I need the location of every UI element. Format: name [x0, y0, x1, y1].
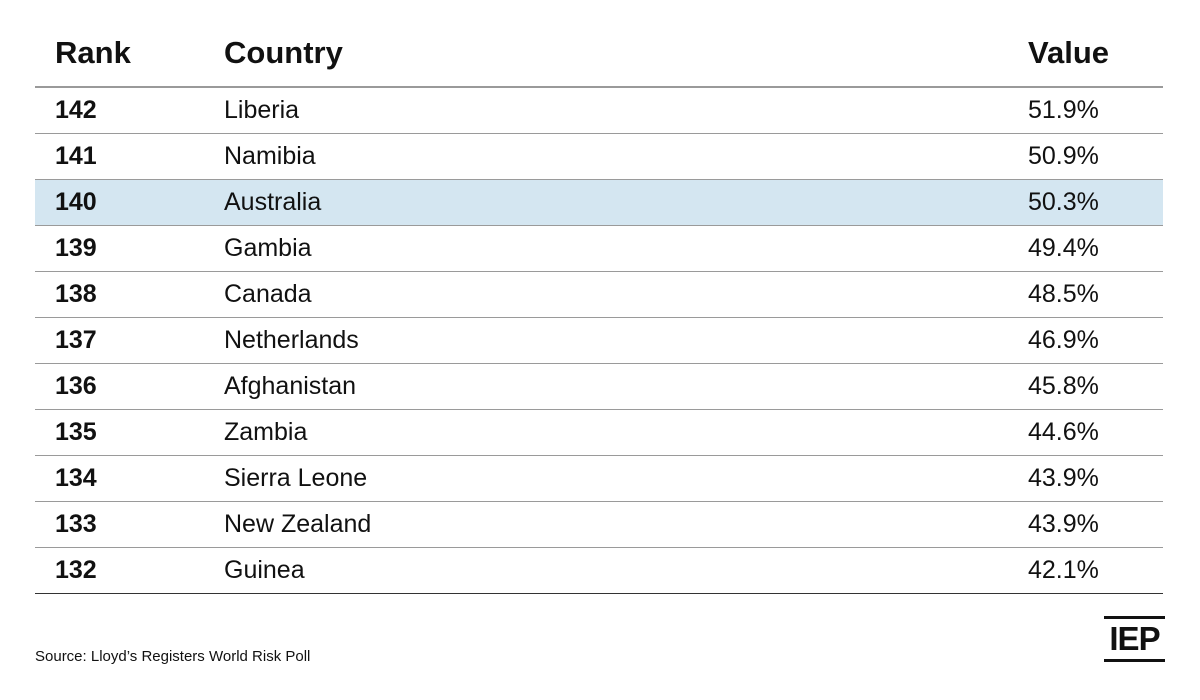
country-cell: New Zealand — [224, 510, 372, 538]
source: Source: Lloyd’s Registers World Risk Pol… — [35, 648, 311, 665]
country-cell: Netherlands — [224, 326, 359, 354]
country-cell: Guinea — [224, 556, 305, 584]
rank-cell: 142 — [55, 96, 97, 124]
value-cell: 45.8% — [1028, 372, 1099, 400]
value-cell: 51.9% — [1028, 96, 1099, 124]
table-row: 134 Sierra Leone 43.9% — [35, 456, 1163, 502]
value-cell: 43.9% — [1028, 464, 1099, 492]
rank-cell: 137 — [55, 326, 97, 354]
value-cell: 50.9% — [1028, 142, 1099, 170]
value-header: Value — [1028, 35, 1109, 70]
header-rule — [35, 86, 1163, 88]
rank-cell: 132 — [55, 556, 97, 584]
rank-cell: 135 — [55, 418, 97, 446]
table-row: 140 Australia 50.3% — [35, 180, 1163, 226]
rank-cell: 133 — [55, 510, 97, 538]
country-cell: Afghanistan — [224, 372, 357, 400]
rank-cell: 138 — [55, 280, 97, 308]
table-row: 141 Namibia 50.9% — [35, 134, 1163, 180]
rank-cell: 140 — [55, 188, 97, 216]
country-cell: Zambia — [224, 418, 308, 446]
value-cell: 44.6% — [1028, 418, 1099, 446]
table-row: 136 Afghanistan 45.8% — [35, 364, 1163, 410]
table-row: 138 Canada 48.5% — [35, 272, 1163, 318]
rank-cell: 139 — [55, 234, 97, 262]
value-cell: 43.9% — [1028, 510, 1099, 538]
rank-cell: 134 — [55, 464, 97, 492]
country-cell: Australia — [224, 188, 322, 216]
table-row: 139 Gambia 49.4% — [35, 226, 1163, 272]
logo: IEP — [1104, 616, 1165, 662]
value-cell: 46.9% — [1028, 326, 1099, 354]
country-cell: Liberia — [224, 96, 300, 124]
rank-cell: 141 — [55, 142, 97, 170]
table-row: 135 Zambia 44.6% — [35, 410, 1163, 456]
country-cell: Namibia — [224, 142, 316, 170]
value-cell: 50.3% — [1028, 188, 1099, 216]
country-cell: Gambia — [224, 234, 312, 262]
value-cell: 42.1% — [1028, 556, 1099, 584]
country-header: Country — [224, 35, 343, 70]
country-cell: Canada — [224, 280, 312, 308]
country-cell: Sierra Leone — [224, 464, 368, 492]
table-row: 133 New Zealand 43.9% — [35, 502, 1163, 548]
rank-cell: 136 — [55, 372, 97, 400]
value-cell: 49.4% — [1028, 234, 1099, 262]
rank-header: Rank — [55, 35, 131, 70]
table-row: 137 Netherlands 46.9% — [35, 318, 1163, 364]
table-row: 132 Guinea 42.1% — [35, 548, 1163, 594]
value-cell: 48.5% — [1028, 280, 1099, 308]
table-row: 142 Liberia 51.9% — [35, 88, 1163, 134]
